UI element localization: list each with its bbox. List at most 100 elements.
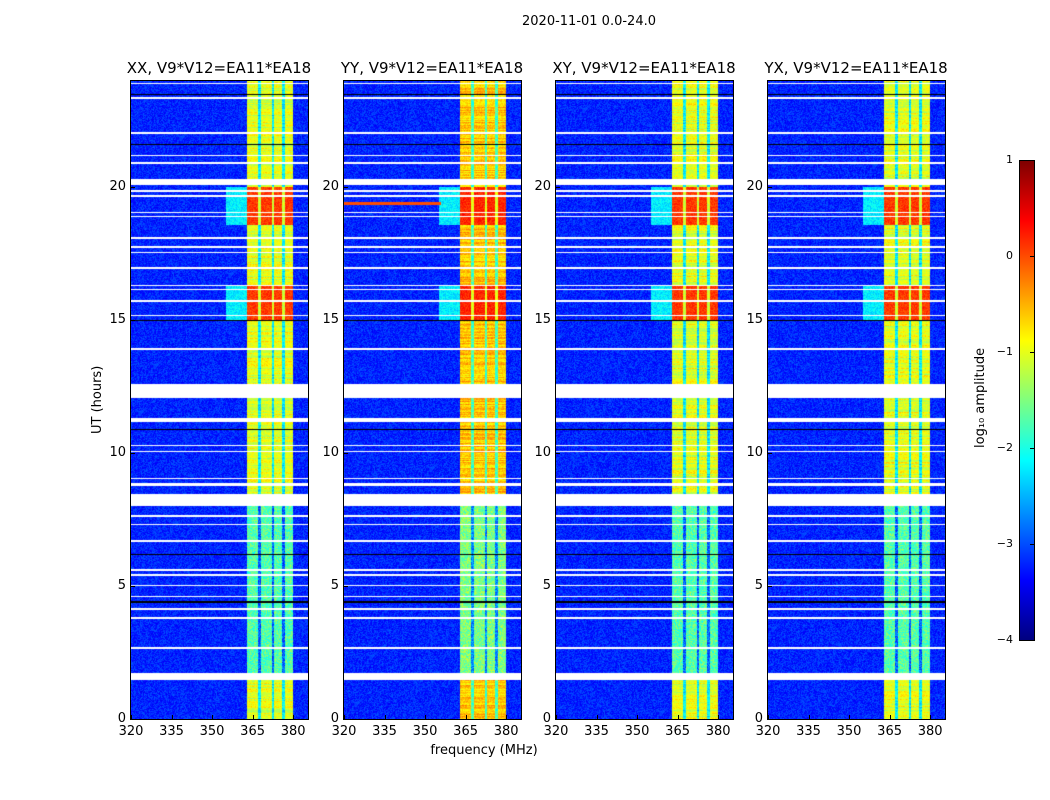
y-tick-label: 0 bbox=[117, 711, 126, 726]
heatmap-panel bbox=[555, 80, 734, 720]
colorbar-tick-label: 1 bbox=[1006, 153, 1013, 166]
x-tick-mark bbox=[637, 715, 639, 719]
spectrogram-canvas bbox=[556, 81, 733, 719]
x-tick-label: 365 bbox=[240, 724, 265, 739]
y-tick-label: 0 bbox=[754, 711, 763, 726]
colorbar-tick-mark bbox=[1030, 352, 1034, 353]
y-tick-label: 10 bbox=[322, 445, 339, 461]
x-tick-label: 335 bbox=[159, 724, 184, 739]
spectrogram-canvas bbox=[344, 81, 521, 719]
x-tick-label: 380 bbox=[917, 724, 943, 739]
x-tick-mark bbox=[718, 715, 720, 719]
y-tick-label: 20 bbox=[746, 179, 763, 195]
x-tick-label: 350 bbox=[836, 724, 862, 739]
y-tick-mark bbox=[344, 719, 348, 720]
y-tick-label: 5 bbox=[117, 578, 126, 594]
colorbar-tick-mark bbox=[1030, 448, 1034, 449]
panel-title: YX, V9*V12=EA11*EA18 bbox=[764, 59, 948, 77]
x-tick-mark bbox=[768, 715, 769, 719]
x-tick-label: 380 bbox=[493, 724, 519, 739]
x-tick-mark bbox=[677, 715, 679, 719]
y-tick-label: 15 bbox=[109, 312, 126, 328]
y-tick-label: 10 bbox=[109, 445, 126, 461]
y-tick-label: 0 bbox=[542, 711, 551, 726]
x-tick-label: 350 bbox=[624, 724, 650, 739]
x-tick-label: 350 bbox=[199, 724, 225, 739]
y-tick-label: 10 bbox=[534, 445, 551, 461]
panel-title: XY, V9*V12=EA11*EA18 bbox=[552, 59, 736, 77]
y-tick-label: 0 bbox=[330, 711, 339, 726]
x-tick-mark bbox=[506, 715, 508, 719]
y-tick-label: 15 bbox=[534, 312, 551, 328]
x-tick-label: 320 bbox=[118, 724, 144, 739]
x-tick-label: 365 bbox=[665, 724, 690, 739]
y-tick-mark bbox=[131, 719, 135, 720]
spectrogram-canvas bbox=[768, 81, 945, 719]
y-tick-mark bbox=[344, 320, 348, 322]
x-tick-mark bbox=[384, 715, 386, 719]
y-tick-mark bbox=[768, 586, 772, 588]
colorbar-tick-mark bbox=[1030, 160, 1034, 161]
x-tick-mark bbox=[171, 715, 173, 719]
x-tick-label: 320 bbox=[331, 724, 357, 739]
y-tick-label: 15 bbox=[746, 312, 763, 328]
y-tick-mark bbox=[768, 187, 772, 189]
y-tick-mark bbox=[556, 320, 560, 322]
x-tick-mark bbox=[293, 715, 295, 719]
x-tick-label: 365 bbox=[877, 724, 902, 739]
colorbar-tick-label: 0 bbox=[1006, 249, 1013, 262]
y-tick-label: 5 bbox=[754, 578, 763, 594]
x-tick-mark bbox=[425, 715, 427, 719]
colorbar bbox=[1019, 160, 1035, 641]
y-tick-label: 15 bbox=[322, 312, 339, 328]
x-tick-mark bbox=[849, 715, 851, 719]
x-tick-label: 320 bbox=[755, 724, 781, 739]
x-tick-label: 380 bbox=[280, 724, 306, 739]
colorbar-label: log₁₀ amplitude bbox=[973, 347, 988, 448]
colorbar-tick-label: −4 bbox=[996, 633, 1013, 646]
x-tick-mark bbox=[930, 715, 932, 719]
colorbar-tick-mark bbox=[1030, 256, 1034, 257]
x-axis-label: frequency (MHz) bbox=[430, 743, 538, 758]
y-tick-mark bbox=[556, 187, 560, 189]
colorbar-tick-mark bbox=[1030, 640, 1034, 641]
x-tick-mark bbox=[252, 715, 254, 719]
panel-title: XX, V9*V12=EA11*EA18 bbox=[126, 59, 312, 77]
y-tick-label: 20 bbox=[109, 179, 126, 195]
y-tick-mark bbox=[344, 453, 348, 455]
x-tick-label: 350 bbox=[412, 724, 438, 739]
y-tick-mark bbox=[556, 453, 560, 455]
spectrogram-canvas bbox=[131, 81, 308, 719]
x-tick-label: 335 bbox=[584, 724, 609, 739]
x-tick-mark bbox=[465, 715, 467, 719]
y-tick-mark bbox=[344, 187, 348, 189]
x-tick-label: 335 bbox=[796, 724, 821, 739]
x-tick-label: 335 bbox=[372, 724, 397, 739]
y-tick-mark bbox=[768, 719, 772, 720]
y-tick-mark bbox=[131, 187, 135, 189]
x-tick-label: 365 bbox=[453, 724, 478, 739]
colorbar-tick-label: −3 bbox=[996, 537, 1013, 550]
y-tick-mark bbox=[556, 719, 560, 720]
x-tick-mark bbox=[889, 715, 891, 719]
y-tick-label: 20 bbox=[322, 179, 339, 195]
figure-title: 2020-11-01 0.0-24.0 bbox=[522, 14, 656, 29]
panel-title: YY, V9*V12=EA11*EA18 bbox=[340, 59, 524, 77]
y-tick-label: 5 bbox=[542, 578, 551, 594]
x-tick-mark bbox=[131, 715, 132, 719]
y-tick-label: 20 bbox=[534, 179, 551, 195]
colorbar-tick-label: −2 bbox=[996, 441, 1013, 454]
colorbar-tick-label: −1 bbox=[996, 345, 1013, 358]
colorbar-tick-mark bbox=[1030, 544, 1034, 545]
y-tick-mark bbox=[556, 586, 560, 588]
x-tick-label: 380 bbox=[705, 724, 731, 739]
x-tick-label: 320 bbox=[543, 724, 569, 739]
y-tick-mark bbox=[131, 320, 135, 322]
y-tick-label: 10 bbox=[746, 445, 763, 461]
y-tick-mark bbox=[768, 453, 772, 455]
y-tick-mark bbox=[131, 453, 135, 455]
y-tick-mark bbox=[344, 586, 348, 588]
y-tick-mark bbox=[131, 586, 135, 588]
heatmap-panel bbox=[767, 80, 946, 720]
y-tick-mark bbox=[768, 320, 772, 322]
